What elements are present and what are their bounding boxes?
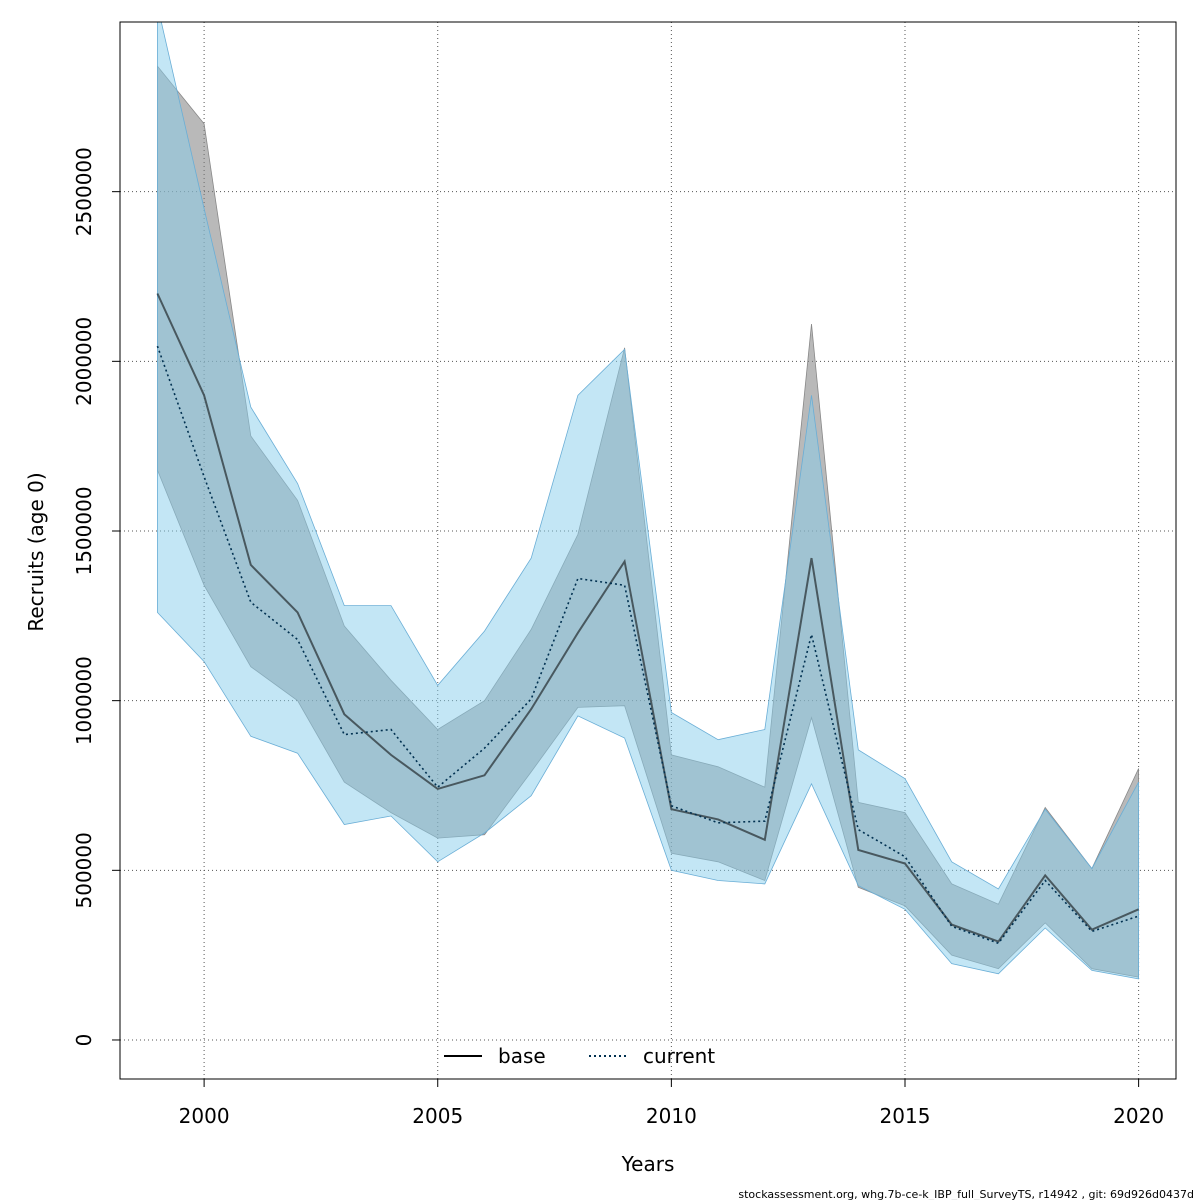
legend: base current [444,1044,715,1068]
x-tick-label-2015: 2015 [880,1104,931,1128]
x-tick-label-2005: 2005 [412,1104,463,1128]
x-tick-label-2010: 2010 [646,1104,697,1128]
series-line-current [156,345,1139,945]
series-line-base [156,293,1140,943]
band-current [157,22,1139,980]
y-tick-label-2500000: 2500000 [72,147,96,236]
series-lines [156,293,1140,945]
y-tick-label-1000000: 1000000 [72,656,96,745]
plot-frame [119,21,1177,1080]
y-tick-label-500000: 500000 [72,832,96,908]
legend-label-base: base [498,1044,546,1068]
y-tick-label-1500000: 1500000 [72,486,96,575]
y-tick-label-2000000: 2000000 [72,317,96,406]
footer-credit: stockassessment.org, whg.7b-ce-k_IBP_ful… [738,1188,1194,1200]
x-axis: 2000 2005 2010 2015 2020 [179,1079,1164,1128]
y-axis: 0 500000 1000000 1500000 2000000 2500000 [72,147,120,1046]
legend-label-current: current [643,1044,715,1068]
y-tick-label-0: 0 [72,1034,96,1047]
confidence-bands [157,22,1139,980]
y-axis-title: Recruits (age 0) [24,472,48,631]
x-tick-label-2020: 2020 [1113,1104,1164,1128]
x-tick-label-2000: 2000 [179,1104,230,1128]
x-axis-title: Years [621,1152,675,1176]
